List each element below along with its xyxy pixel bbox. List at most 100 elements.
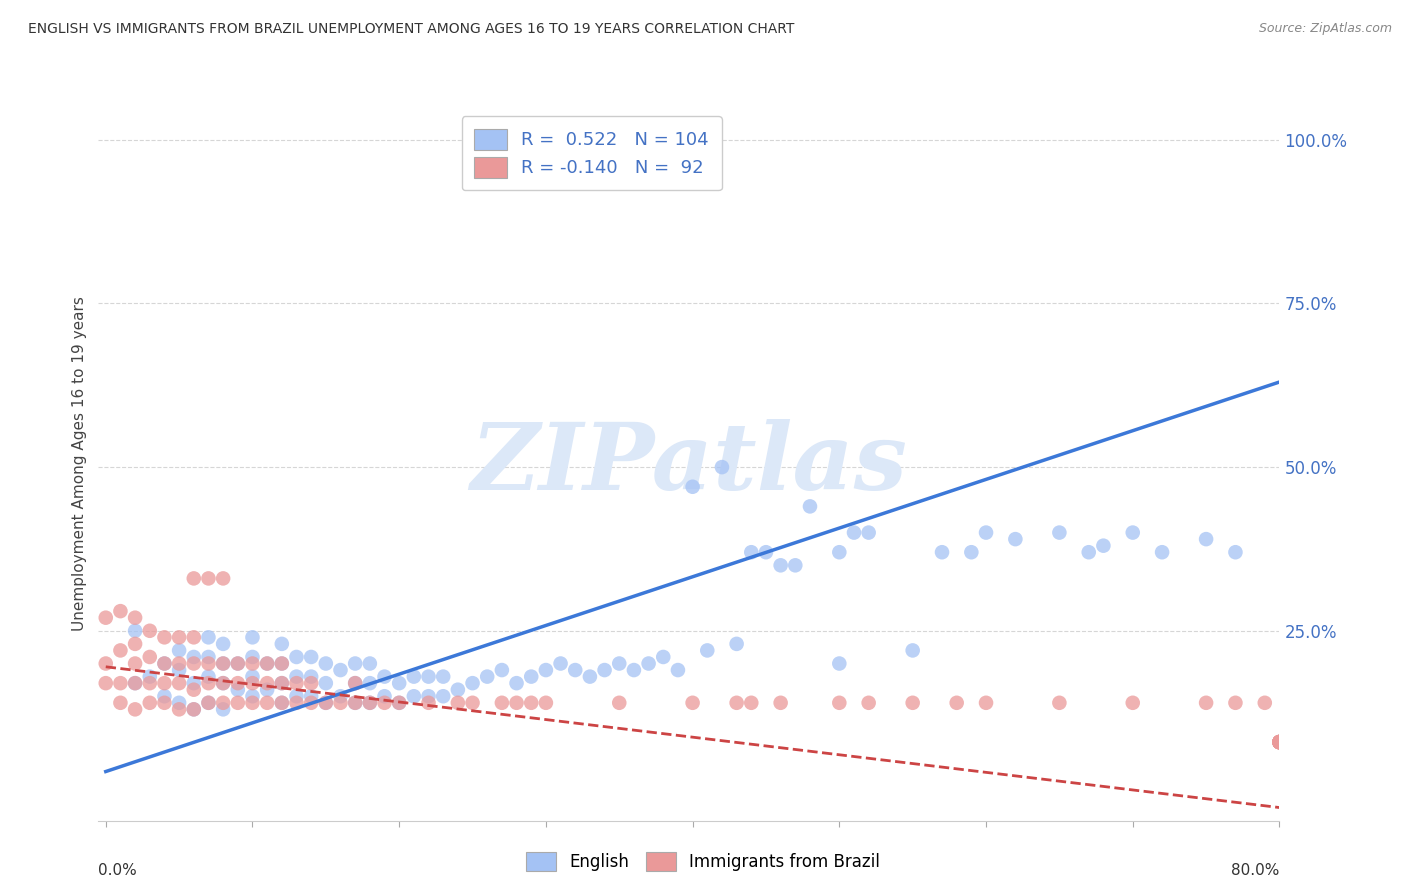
- Point: [344, 676, 367, 690]
- Point: [828, 657, 851, 671]
- Point: [725, 637, 748, 651]
- Point: [226, 657, 249, 671]
- Point: [402, 690, 425, 704]
- Legend: R =  0.522   N = 104, R = -0.140   N =  92: R = 0.522 N = 104, R = -0.140 N = 92: [461, 116, 721, 190]
- Point: [124, 624, 146, 638]
- Point: [682, 480, 704, 494]
- Point: [167, 696, 190, 710]
- Point: [167, 663, 190, 677]
- Point: [696, 643, 718, 657]
- Point: [477, 670, 499, 684]
- Point: [315, 657, 337, 671]
- Point: [124, 702, 146, 716]
- Point: [212, 571, 235, 585]
- Point: [110, 604, 132, 618]
- Point: [139, 670, 162, 684]
- Point: [197, 696, 219, 710]
- Point: [828, 696, 851, 710]
- Point: [139, 650, 162, 665]
- Point: [94, 610, 117, 624]
- Point: [212, 676, 235, 690]
- Point: [153, 676, 176, 690]
- Point: [94, 657, 117, 671]
- Point: [226, 696, 249, 710]
- Point: [270, 657, 292, 671]
- Point: [1268, 735, 1291, 749]
- Point: [153, 630, 176, 644]
- Point: [593, 663, 616, 677]
- Point: [769, 696, 792, 710]
- Point: [285, 690, 308, 704]
- Point: [212, 657, 235, 671]
- Point: [315, 696, 337, 710]
- Point: [1268, 735, 1291, 749]
- Point: [270, 676, 292, 690]
- Point: [124, 637, 146, 651]
- Point: [505, 696, 527, 710]
- Point: [447, 682, 470, 697]
- Point: [329, 663, 352, 677]
- Point: [1047, 525, 1070, 540]
- Legend: English, Immigrants from Brazil: English, Immigrants from Brazil: [517, 843, 889, 880]
- Point: [373, 696, 395, 710]
- Point: [124, 676, 146, 690]
- Point: [974, 696, 997, 710]
- Point: [666, 663, 689, 677]
- Point: [637, 657, 659, 671]
- Point: [242, 630, 264, 644]
- Point: [461, 676, 484, 690]
- Point: [124, 610, 146, 624]
- Point: [329, 696, 352, 710]
- Point: [242, 696, 264, 710]
- Point: [285, 650, 308, 665]
- Point: [315, 696, 337, 710]
- Point: [931, 545, 953, 559]
- Point: [242, 676, 264, 690]
- Point: [299, 676, 322, 690]
- Point: [94, 676, 117, 690]
- Point: [960, 545, 983, 559]
- Point: [153, 690, 176, 704]
- Point: [785, 558, 807, 573]
- Point: [1268, 735, 1291, 749]
- Point: [359, 696, 381, 710]
- Point: [769, 558, 792, 573]
- Point: [755, 545, 778, 559]
- Point: [1268, 735, 1291, 749]
- Point: [167, 676, 190, 690]
- Point: [344, 676, 367, 690]
- Point: [139, 696, 162, 710]
- Point: [828, 545, 851, 559]
- Point: [344, 657, 367, 671]
- Point: [285, 670, 308, 684]
- Point: [901, 696, 924, 710]
- Point: [1268, 735, 1291, 749]
- Point: [226, 682, 249, 697]
- Point: [329, 690, 352, 704]
- Point: [373, 690, 395, 704]
- Point: [212, 702, 235, 716]
- Point: [359, 696, 381, 710]
- Point: [256, 657, 278, 671]
- Point: [461, 696, 484, 710]
- Point: [520, 670, 543, 684]
- Point: [579, 670, 602, 684]
- Point: [256, 696, 278, 710]
- Point: [242, 650, 264, 665]
- Point: [402, 670, 425, 684]
- Point: [212, 676, 235, 690]
- Point: [315, 676, 337, 690]
- Point: [359, 676, 381, 690]
- Point: [270, 657, 292, 671]
- Point: [373, 670, 395, 684]
- Point: [607, 696, 630, 710]
- Point: [1152, 545, 1174, 559]
- Point: [299, 650, 322, 665]
- Point: [167, 630, 190, 644]
- Point: [520, 696, 543, 710]
- Point: [197, 676, 219, 690]
- Point: [1195, 696, 1218, 710]
- Point: [901, 643, 924, 657]
- Point: [242, 670, 264, 684]
- Point: [1195, 532, 1218, 546]
